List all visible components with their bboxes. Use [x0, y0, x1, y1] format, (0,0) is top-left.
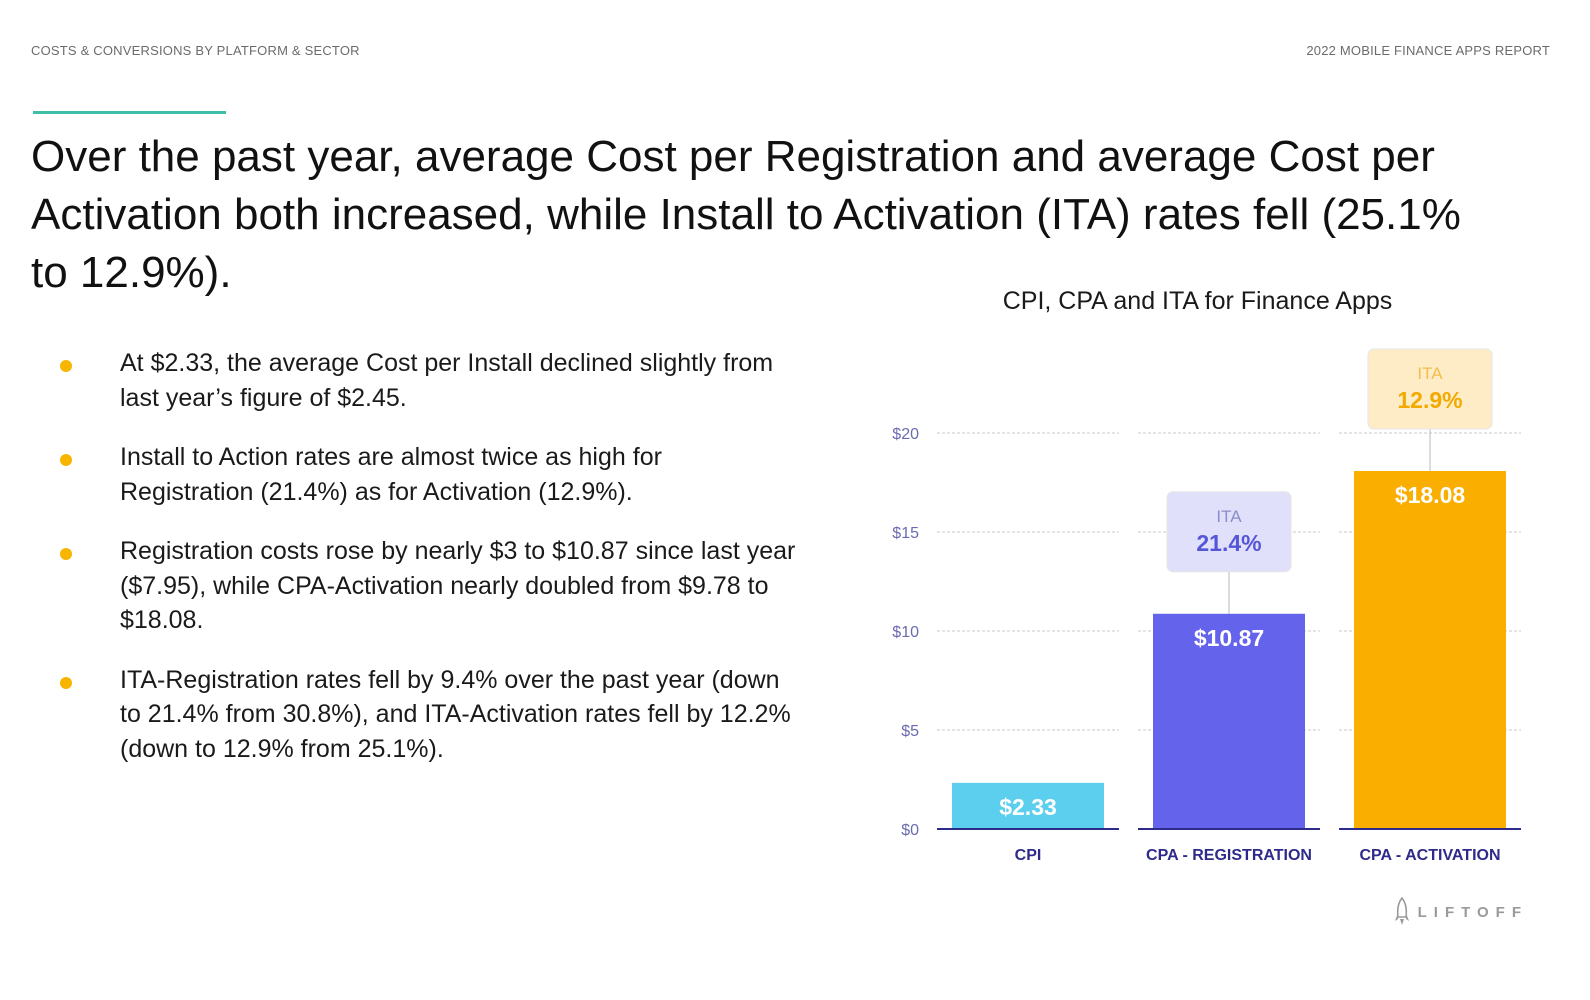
chart-title: CPI, CPA and ITA for Finance Apps — [1002, 287, 1393, 315]
y-tick-label: $0 — [901, 822, 919, 839]
bullet-item: ITA-Registration rates fell by 9.4% over… — [58, 663, 798, 767]
bar — [1354, 471, 1506, 829]
bullet-dot-icon — [60, 454, 72, 466]
bullet-text: ITA-Registration rates fell by 9.4% over… — [120, 665, 791, 763]
ita-callout-value: 21.4% — [1196, 530, 1261, 556]
y-tick-label: $5 — [901, 723, 919, 740]
x-tick-label: CPA - REGISTRATION — [1146, 847, 1312, 864]
y-tick-label: $10 — [892, 624, 919, 641]
bullet-dot-icon — [60, 360, 72, 372]
x-tick-label: CPA - ACTIVATION — [1359, 847, 1500, 864]
report-label: 2022 MOBILE FINANCE APPS REPORT — [1306, 43, 1550, 58]
bullet-text: Registration costs rose by nearly $3 to … — [120, 537, 796, 634]
y-tick-label: $15 — [892, 525, 919, 542]
bullet-list: At $2.33, the average Cost per Install d… — [58, 346, 798, 791]
y-tick-label: $20 — [892, 426, 919, 443]
ita-callout-box — [1166, 491, 1292, 573]
rocket-icon — [1394, 897, 1409, 925]
ita-callout-label: ITA — [1216, 507, 1242, 526]
bullet-dot-icon — [60, 548, 72, 560]
section-label: COSTS & CONVERSIONS BY PLATFORM & SECTOR — [31, 43, 360, 58]
ita-callout-label: ITA — [1417, 364, 1443, 383]
ita-callout-box — [1367, 348, 1493, 430]
bar — [1153, 613, 1305, 829]
x-tick-label: CPI — [1015, 847, 1042, 864]
bullet-dot-icon — [60, 676, 72, 689]
bullet-text: Install to Action rates are almost twice… — [120, 443, 662, 506]
bar-value-label: $10.87 — [1194, 625, 1264, 651]
bar — [952, 782, 1104, 829]
ita-callout-value: 12.9% — [1397, 387, 1462, 413]
bullet-item: Install to Action rates are almost twice… — [58, 440, 798, 509]
bar-value-label: $2.33 — [999, 794, 1057, 820]
bullet-item: Registration costs rose by nearly $3 to … — [58, 534, 798, 638]
accent-rule — [33, 111, 226, 114]
bar-value-label: $18.08 — [1395, 482, 1466, 508]
liftoff-logo: LIFTOFF — [1394, 897, 1528, 927]
bullet-text: At $2.33, the average Cost per Install d… — [120, 349, 774, 412]
page-title: Over the past year, average Cost per Reg… — [31, 132, 1461, 297]
bullet-item: At $2.33, the average Cost per Install d… — [58, 346, 798, 415]
bar-chart: $0 $5 $10 $15 $20 $2.33 CPI $10.87 CPA - REGISTR… — [892, 348, 1521, 864]
logo-text: LIFTOFF — [1417, 903, 1528, 921]
